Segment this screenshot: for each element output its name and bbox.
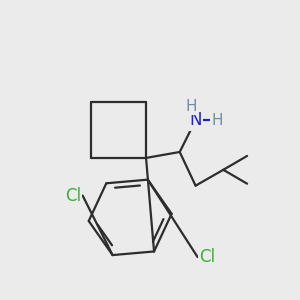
Text: Cl: Cl xyxy=(65,187,81,205)
Text: H: H xyxy=(186,99,197,114)
Text: H: H xyxy=(212,113,223,128)
Text: N: N xyxy=(189,111,202,129)
Text: Cl: Cl xyxy=(200,248,215,266)
